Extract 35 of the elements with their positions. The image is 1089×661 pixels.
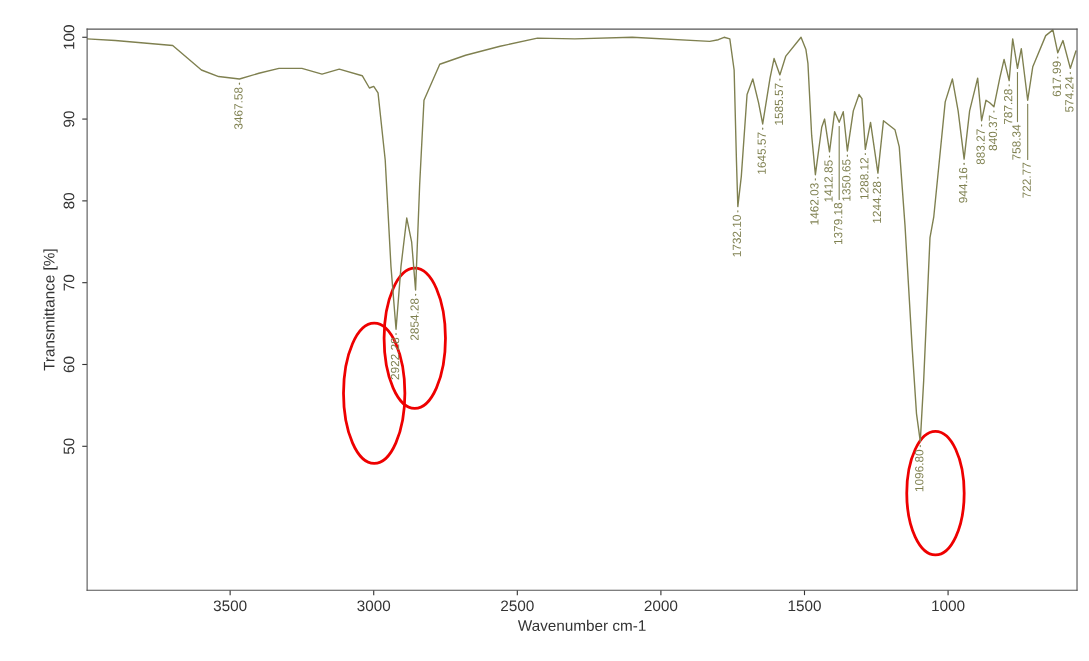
annotation: 1350.65 [842, 159, 851, 201]
y-tick-label: 100 [63, 25, 75, 49]
annotation: 1244.28 [872, 181, 882, 223]
x-tick-label: 1000 [932, 600, 965, 612]
annotation: 758.34 [1012, 124, 1021, 160]
x-tick-label: 3500 [213, 600, 247, 612]
y-tick-label: 90 [63, 111, 75, 127]
annotation: 787.28 [1003, 89, 1013, 125]
x-axis-title: Wavenumber cm-1 [517, 619, 646, 632]
annotation: 1462.03 [810, 183, 819, 225]
annotation: 1732.10 [732, 215, 741, 257]
annotation: 1379.18 [834, 202, 843, 245]
annotation: 2922.28 [390, 337, 400, 380]
annotation: 3467.58 [234, 87, 243, 130]
annotation: 617.99 [1052, 61, 1061, 97]
y-tick-label: 70 [63, 274, 75, 291]
x-tick-label: 2500 [501, 600, 534, 612]
x-tick-label: 2000 [644, 600, 678, 612]
annotation: 574.24 [1065, 76, 1074, 112]
y-tick-label: 50 [63, 438, 75, 455]
annotation: 840.37 [988, 115, 998, 151]
annotation: 1585.57 [774, 83, 784, 125]
x-tick-label: 1500 [788, 600, 821, 612]
annotation: 883.27 [976, 129, 985, 165]
annotation: 1096.80 [915, 449, 924, 492]
annotation: 1645.57 [757, 132, 766, 174]
annotation: 944.16 [958, 167, 968, 203]
x-tick-label: 3000 [357, 600, 391, 612]
y-tick-label: 60 [63, 356, 75, 373]
annotation: 1412.85 [824, 160, 833, 202]
y-axis-title: Transmittance [%] [43, 249, 58, 371]
y-tick-label: 80 [63, 192, 75, 209]
annotation: 722.77 [1022, 162, 1031, 198]
annotation: 2854.28 [410, 298, 419, 341]
annotation: 1288.12 [860, 157, 869, 200]
